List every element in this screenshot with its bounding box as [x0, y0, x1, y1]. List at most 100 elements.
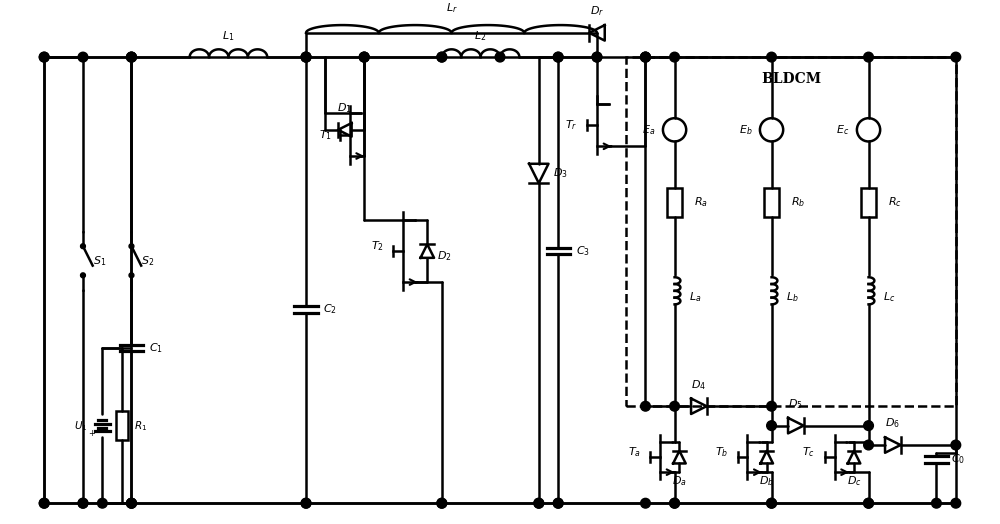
Text: $D_c$: $D_c$ [847, 475, 861, 488]
Text: +: + [88, 429, 95, 438]
Circle shape [359, 52, 369, 62]
Circle shape [592, 52, 602, 62]
Circle shape [129, 273, 134, 278]
Text: $T_1$: $T_1$ [319, 128, 332, 141]
Text: $T_c$: $T_c$ [802, 445, 815, 459]
Text: $L_b$: $L_b$ [786, 290, 799, 304]
Circle shape [553, 52, 563, 62]
Circle shape [641, 52, 650, 62]
Circle shape [78, 498, 88, 508]
Circle shape [767, 401, 776, 411]
Circle shape [437, 52, 447, 62]
Circle shape [767, 498, 776, 508]
Circle shape [670, 498, 679, 508]
Bar [667, 188, 682, 217]
Text: $E_c$: $E_c$ [836, 123, 849, 137]
Text: $D_r$: $D_r$ [590, 5, 604, 18]
Circle shape [864, 498, 873, 508]
Text: $D_5$: $D_5$ [788, 397, 803, 411]
Text: $T_a$: $T_a$ [628, 445, 641, 459]
Circle shape [301, 498, 311, 508]
Text: $R_1$: $R_1$ [134, 419, 148, 432]
Circle shape [127, 498, 136, 508]
Bar [764, 188, 779, 217]
Circle shape [78, 498, 88, 508]
Text: $L_1$: $L_1$ [222, 29, 235, 42]
Circle shape [767, 52, 776, 62]
Circle shape [127, 52, 136, 62]
Text: $C_3$: $C_3$ [576, 244, 590, 258]
Circle shape [864, 498, 873, 508]
Text: $L_r$: $L_r$ [446, 2, 457, 15]
Circle shape [670, 401, 679, 411]
Circle shape [301, 52, 311, 62]
Text: $T_r$: $T_r$ [565, 118, 578, 132]
Text: $C_0$: $C_0$ [951, 453, 965, 466]
Circle shape [951, 440, 961, 450]
Text: $S_2$: $S_2$ [141, 254, 154, 268]
Text: $R_a$: $R_a$ [694, 195, 708, 210]
Circle shape [39, 498, 49, 508]
Text: $D_6$: $D_6$ [885, 417, 900, 431]
Circle shape [81, 273, 85, 278]
Bar [626, 57, 956, 406]
Text: $L_a$: $L_a$ [689, 290, 702, 304]
Circle shape [359, 52, 369, 62]
Text: $T_b$: $T_b$ [715, 445, 728, 459]
Circle shape [39, 52, 49, 62]
Circle shape [864, 52, 873, 62]
Circle shape [301, 52, 311, 62]
Circle shape [767, 421, 776, 431]
Circle shape [553, 498, 563, 508]
Text: BLDCM: BLDCM [761, 72, 821, 85]
Circle shape [127, 52, 136, 62]
Text: $D_b$: $D_b$ [759, 475, 774, 488]
Circle shape [534, 498, 544, 508]
Circle shape [81, 244, 85, 248]
Text: $E_a$: $E_a$ [642, 123, 655, 137]
Text: $L_2$: $L_2$ [474, 29, 487, 42]
Circle shape [495, 52, 505, 62]
Text: $D_2$: $D_2$ [437, 249, 452, 263]
Circle shape [864, 421, 873, 431]
Circle shape [39, 52, 49, 62]
Circle shape [98, 498, 107, 508]
Bar [116, 411, 128, 440]
Text: $C_2$: $C_2$ [323, 302, 337, 316]
Text: $D_1$: $D_1$ [337, 102, 352, 115]
Circle shape [359, 52, 369, 62]
Circle shape [301, 52, 311, 62]
Circle shape [592, 52, 602, 62]
Circle shape [78, 52, 88, 62]
Circle shape [437, 52, 447, 62]
Text: $D_3$: $D_3$ [553, 167, 568, 180]
Circle shape [437, 498, 447, 508]
Text: $C_1$: $C_1$ [149, 341, 163, 355]
Circle shape [641, 52, 650, 62]
Text: $R_b$: $R_b$ [791, 195, 805, 210]
Circle shape [670, 52, 679, 62]
Text: $S_1$: $S_1$ [93, 254, 106, 268]
Text: $R_c$: $R_c$ [888, 195, 902, 210]
Text: $L_c$: $L_c$ [883, 290, 895, 304]
Circle shape [127, 52, 136, 62]
Circle shape [301, 498, 311, 508]
Circle shape [129, 244, 134, 248]
Circle shape [641, 498, 650, 508]
Text: $T_2$: $T_2$ [371, 239, 384, 253]
Circle shape [641, 52, 650, 62]
Circle shape [437, 498, 447, 508]
Circle shape [127, 498, 136, 508]
Circle shape [951, 52, 961, 62]
Circle shape [553, 52, 563, 62]
Circle shape [127, 498, 136, 508]
Circle shape [641, 401, 650, 411]
Circle shape [39, 498, 49, 508]
Circle shape [951, 498, 961, 508]
Text: $E_b$: $E_b$ [739, 123, 752, 137]
Bar [861, 188, 876, 217]
Circle shape [767, 498, 776, 508]
Circle shape [553, 498, 563, 508]
Circle shape [670, 498, 679, 508]
Text: $D_a$: $D_a$ [672, 475, 687, 488]
